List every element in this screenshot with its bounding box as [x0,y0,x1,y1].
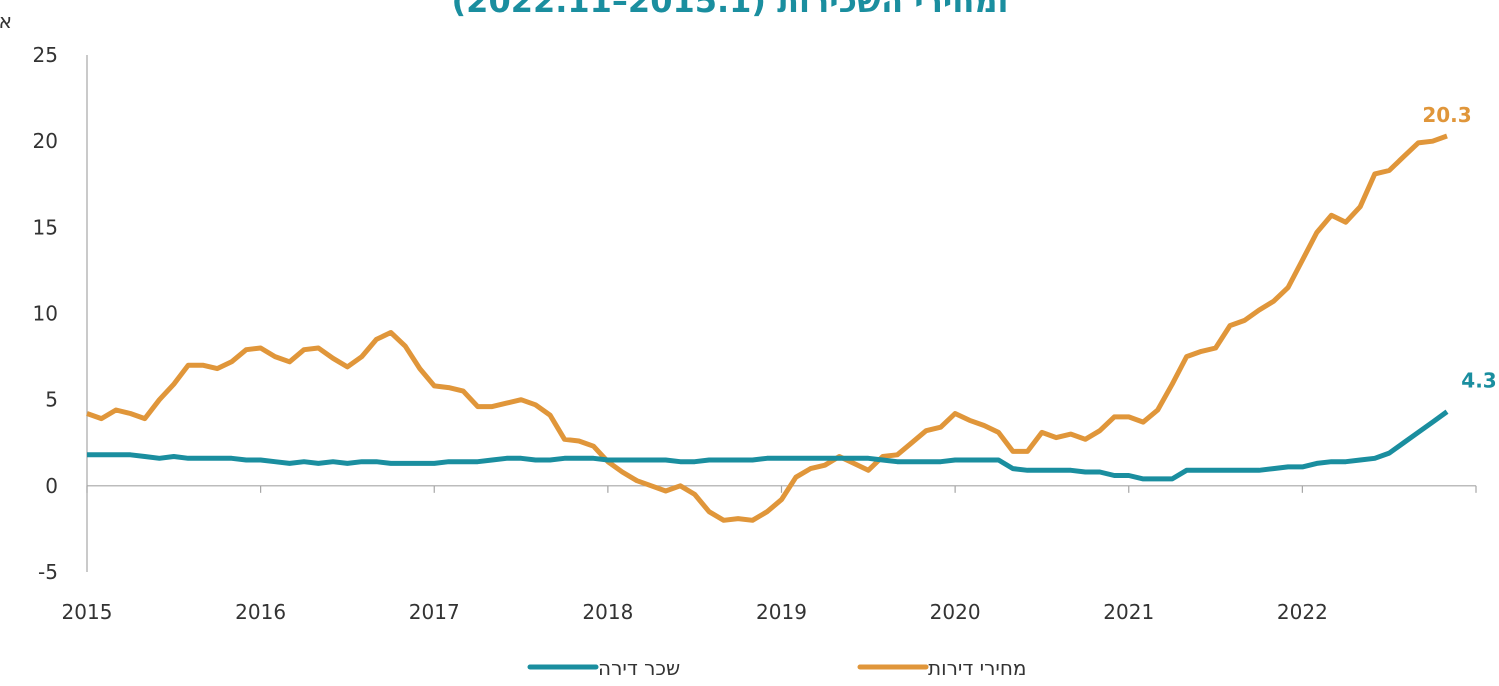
x-tick-label: 2016 [235,600,286,624]
y-tick-label: 0 [45,474,58,498]
series-line [87,409,1449,482]
y-tick-label: 10 [33,302,58,326]
x-tick-label: 2017 [409,600,460,624]
y-tick-label: 25 [33,43,58,67]
x-tick-label: 2015 [62,600,113,624]
chart-title: ומחירי השכירות (2015.1–2022.11) [452,0,1009,20]
y-tick-label: 15 [33,215,58,239]
x-tick-label: 2022 [1277,600,1328,624]
y-tick-label: -5 [38,560,58,584]
x-tick-label: 2020 [930,600,981,624]
x-tick-label: 2019 [756,600,807,624]
y-tick-label: 20 [33,129,58,153]
y-axis-label: אחוזים [0,9,12,33]
y-tick-label: 5 [45,388,58,412]
x-tick-label: 2018 [582,600,633,624]
legend-label: שכר דירה [598,656,680,680]
x-tick-label: 2021 [1103,600,1154,624]
data-label: 4.3 [1461,369,1496,393]
data-label: 20.3 [1422,103,1471,127]
series-line [86,133,1448,523]
legend-label: מחירי דירות [928,656,1027,680]
